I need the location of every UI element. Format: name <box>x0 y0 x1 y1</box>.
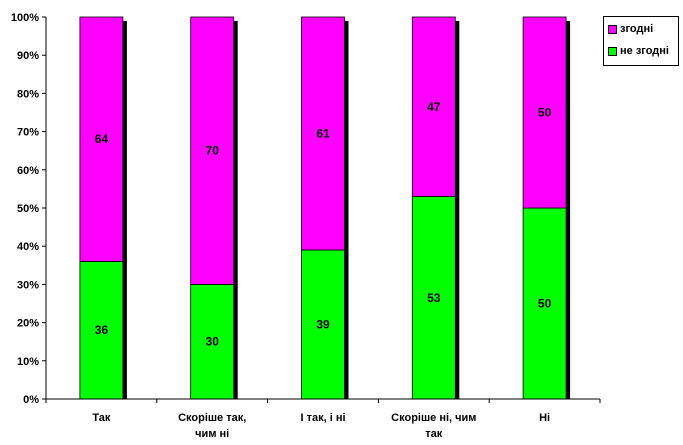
legend-item-agree: згодні <box>608 22 653 36</box>
bars-group <box>79 16 571 400</box>
y-tick-label: 40% <box>17 241 39 253</box>
data-label: 50 <box>538 297 552 311</box>
category-label: І так, і ні <box>300 412 345 424</box>
bar-segment-agree <box>190 16 235 285</box>
legend-label-agree: згодні <box>620 23 654 35</box>
axes-group <box>42 16 601 403</box>
category-label: Скоріше так, чим ні <box>178 412 246 440</box>
category-label: Скоріше ні, чим так <box>391 412 476 440</box>
y-tick-label: 30% <box>17 279 39 291</box>
bar-segment-agree <box>79 16 124 262</box>
data-label: 36 <box>95 323 109 337</box>
bar-segment-disagree <box>190 283 235 400</box>
bar-segment-disagree <box>411 196 456 400</box>
labels-group: 36 64 Так 30 70 Скоріше так, чим ні 39 61 І так, … <box>11 12 552 440</box>
data-label: 70 <box>206 144 220 158</box>
legend-item-disagree: не згодні <box>608 44 669 58</box>
legend-label-disagree: не згодні <box>620 45 669 57</box>
legend-swatch-disagree <box>608 46 617 56</box>
y-tick-label: 10% <box>17 356 39 368</box>
legend-swatch-agree <box>608 24 617 34</box>
y-tick-label: 60% <box>17 165 39 177</box>
data-label: 64 <box>95 132 109 146</box>
data-label: 39 <box>316 318 330 332</box>
y-tick-label: 80% <box>17 88 39 100</box>
bar-segment-agree <box>301 16 345 251</box>
data-label: 50 <box>538 106 552 120</box>
y-tick-label: 0% <box>23 394 39 406</box>
data-label: 53 <box>427 291 441 305</box>
y-tick-label: 50% <box>17 203 39 215</box>
data-label: 61 <box>316 127 330 141</box>
bar-segment-disagree <box>79 261 124 400</box>
legend: згодні не згодні <box>603 16 679 66</box>
y-tick-label: 70% <box>17 127 39 139</box>
bar-segment-disagree <box>522 207 567 400</box>
data-label: 47 <box>427 100 441 114</box>
category-label: Так <box>92 412 111 424</box>
bar-segment-agree <box>522 16 567 209</box>
category-label: Ні <box>539 412 550 424</box>
y-tick-label: 90% <box>17 50 39 62</box>
y-tick-label: 100% <box>11 12 39 24</box>
y-tick-label: 20% <box>17 318 39 330</box>
data-label: 30 <box>206 335 220 349</box>
bar-segment-agree <box>411 16 456 197</box>
